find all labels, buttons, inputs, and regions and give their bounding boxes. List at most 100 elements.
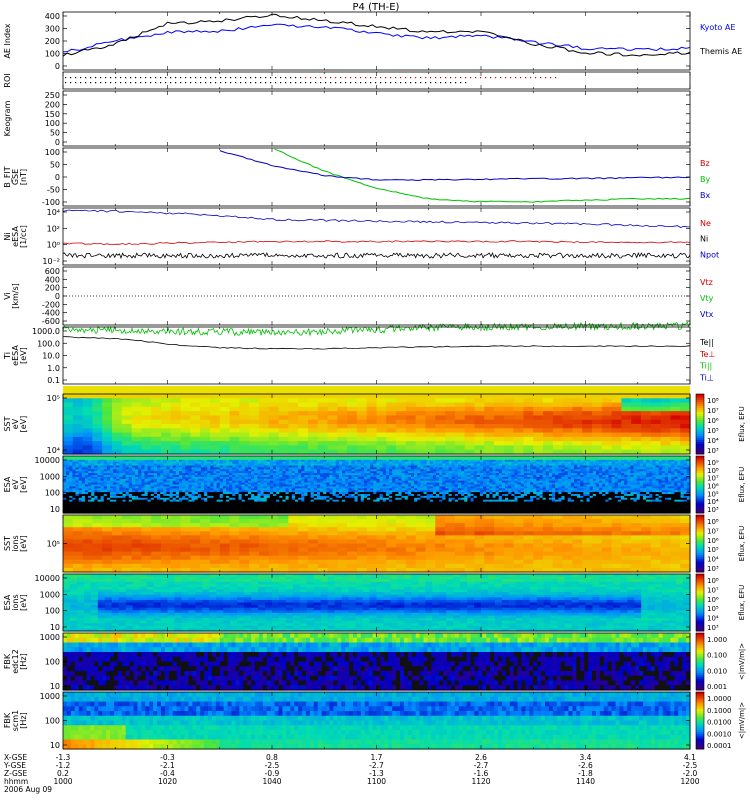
spectrogram-cell	[396, 415, 407, 421]
spectrogram-cell	[213, 499, 218, 503]
spectrogram-cell	[66, 459, 70, 463]
spectrogram-cell	[179, 509, 183, 512]
spectrogram-cell	[338, 509, 343, 512]
spectrogram-cell	[351, 492, 356, 495]
spectrogram-cell	[222, 494, 227, 497]
spectrogram-cell	[329, 459, 334, 463]
spectrogram-cell	[345, 482, 349, 486]
spectrogram-cell	[357, 457, 362, 461]
spectrogram-cell	[320, 463, 324, 467]
spectrogram-cell	[251, 495, 255, 499]
spectrogram-cell	[232, 492, 237, 495]
spectrogram-cell	[188, 497, 193, 501]
spectrogram-cell	[219, 461, 224, 465]
spectrogram-cell	[533, 419, 544, 425]
spectrogram-cell	[291, 457, 296, 461]
spectrogram-cell	[425, 415, 436, 421]
spectrogram-cell	[207, 480, 211, 484]
spectrogram-cell	[113, 484, 117, 487]
spectrogram-cell	[157, 492, 161, 495]
spectrogram-cell	[222, 469, 227, 472]
spectrogram-cell	[216, 473, 221, 476]
spectrogram-cell	[100, 465, 105, 468]
spectrogram-cell	[348, 509, 353, 512]
spectrogram-cell	[188, 505, 193, 508]
spectrogram-cell	[335, 494, 340, 497]
spectrogram-cell	[257, 507, 262, 510]
spectrogram-cell	[533, 449, 544, 455]
spectrogram-cell	[342, 497, 346, 501]
spectrogram-cell	[263, 457, 268, 461]
spectrogram-cell	[97, 505, 102, 508]
spectrogram-cell	[454, 394, 466, 399]
spectrogram-cell	[157, 476, 161, 480]
spectrogram-cell	[329, 482, 334, 486]
spectrogram-cell	[63, 507, 67, 510]
spectrogram-cell	[464, 415, 476, 421]
spectrogram-cell	[229, 467, 233, 470]
spectrogram-cell	[357, 469, 362, 472]
spectrogram-cell	[144, 461, 149, 465]
spectrogram-cell	[670, 449, 681, 455]
spectrogram-cell	[347, 415, 358, 421]
spectrogram-cell	[84, 475, 89, 478]
spectrogram-cell	[307, 478, 312, 482]
spectrogram-cell	[357, 486, 362, 489]
spectrogram-cell	[160, 490, 164, 493]
spectrogram-cell	[310, 461, 315, 465]
spectrogram-cell	[91, 457, 95, 461]
spectrogram-cell	[307, 436, 319, 442]
spectrogram-cell	[110, 475, 114, 478]
spectrogram-cell	[276, 476, 280, 480]
spectrogram-cell	[273, 507, 277, 510]
spectrogram-cell	[144, 476, 149, 480]
spectrogram-cell	[360, 457, 365, 461]
spectrogram-cell	[213, 482, 218, 486]
spectrogram-cell	[239, 428, 250, 434]
spectrogram-cell	[335, 471, 340, 474]
spectrogram-cell	[454, 419, 466, 425]
spectrogram-cell	[153, 463, 158, 467]
spectrogram-cell	[180, 402, 191, 408]
spectrogram-cell	[82, 406, 93, 412]
spectrogram-cell	[316, 478, 321, 482]
spectrogram-cell	[680, 428, 691, 434]
spectrogram-cell	[552, 424, 564, 429]
spectrogram-cell	[94, 507, 99, 510]
spectrogram-cell	[200, 501, 205, 505]
spectrogram-cell	[552, 436, 564, 442]
spectrogram-cell	[81, 482, 86, 486]
spectrogram-cell	[298, 436, 309, 442]
spectrogram-cell	[229, 445, 240, 451]
spectrogram-cell	[641, 411, 652, 417]
spectrogram-cell	[222, 461, 227, 465]
spectrogram-cell	[273, 505, 277, 508]
spectrogram-cell	[301, 499, 305, 503]
spectrogram-cell	[119, 494, 124, 497]
spectrogram-cell	[78, 475, 83, 478]
spectrogram-cell	[72, 459, 77, 463]
spectrogram-cell	[131, 492, 136, 495]
spectrogram-cell	[160, 398, 172, 404]
spectrogram-cell	[313, 478, 318, 482]
spectrogram-cell	[88, 503, 92, 506]
spectrogram-cell	[533, 441, 544, 447]
spectrogram-cell	[194, 471, 199, 474]
spectrogram-cell	[188, 488, 193, 491]
spectrogram-cell	[263, 473, 268, 476]
spectrogram-cell	[210, 471, 215, 474]
spectrogram-cell	[631, 449, 642, 455]
spectrogram-cell	[310, 465, 315, 468]
spectrogram-cell	[301, 476, 305, 480]
spectrogram-cell	[543, 449, 554, 455]
spectrogram-cell	[351, 478, 356, 482]
spectrogram-cell	[125, 497, 130, 501]
spectrogram-cell	[179, 480, 183, 484]
spectrogram-cell	[543, 411, 554, 417]
spectrogram-cell	[219, 505, 224, 508]
spectrogram-cell	[282, 480, 287, 484]
spectrogram-cell	[301, 484, 305, 487]
spectrogram-cell	[200, 419, 211, 425]
spectrogram-cell	[611, 415, 623, 421]
spectrogram-cell	[125, 494, 130, 497]
